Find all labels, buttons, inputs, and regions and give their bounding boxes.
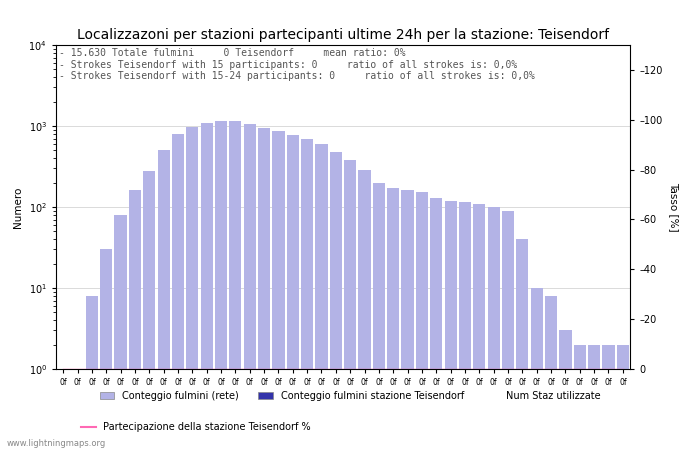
Legend: Partecipazione della stazione Teisendorf %: Partecipazione della stazione Teisendorf… xyxy=(77,418,315,436)
Bar xyxy=(545,296,557,450)
Bar xyxy=(559,330,571,450)
Y-axis label: Tasso [%]: Tasso [%] xyxy=(669,182,679,232)
Bar xyxy=(502,211,514,450)
Bar xyxy=(617,345,629,450)
Bar xyxy=(316,144,328,450)
Bar xyxy=(272,131,284,450)
Bar xyxy=(574,345,586,450)
Bar xyxy=(473,204,485,450)
Bar xyxy=(287,135,299,450)
Bar xyxy=(215,121,227,450)
Bar xyxy=(86,296,98,450)
Bar xyxy=(488,207,500,450)
Bar xyxy=(172,134,184,450)
Bar xyxy=(100,249,112,450)
Bar xyxy=(201,123,213,450)
Bar xyxy=(230,121,242,450)
Bar xyxy=(459,202,471,450)
Bar xyxy=(344,160,356,450)
Bar xyxy=(144,171,155,450)
Bar xyxy=(258,128,270,450)
Bar xyxy=(330,152,342,450)
Bar xyxy=(186,127,198,450)
Bar xyxy=(387,189,399,450)
Y-axis label: Numero: Numero xyxy=(13,186,23,228)
Bar xyxy=(129,190,141,450)
Text: - 15.630 Totale fulmini     0 Teisendorf     mean ratio: 0%
- Strokes Teisendorf: - 15.630 Totale fulmini 0 Teisendorf mea… xyxy=(59,48,535,81)
Bar xyxy=(402,190,414,450)
Bar xyxy=(373,183,385,450)
Bar xyxy=(158,150,169,450)
Bar xyxy=(115,215,127,450)
Text: www.lightningmaps.org: www.lightningmaps.org xyxy=(7,439,106,448)
Bar xyxy=(244,124,256,450)
Bar xyxy=(588,345,600,450)
Bar xyxy=(416,192,428,450)
Bar xyxy=(358,170,370,450)
Bar xyxy=(603,345,615,450)
Bar xyxy=(444,201,456,450)
Bar xyxy=(57,369,69,450)
Bar xyxy=(71,369,83,450)
Legend: Conteggio fulmini (rete), Conteggio fulmini stazione Teisendorf, Num Staz utiliz: Conteggio fulmini (rete), Conteggio fulm… xyxy=(96,387,604,405)
Bar xyxy=(531,288,542,450)
Bar xyxy=(430,198,442,450)
Bar xyxy=(301,139,313,450)
Title: Localizzazoni per stazioni partecipanti ultime 24h per la stazione: Teisendorf: Localizzazoni per stazioni partecipanti … xyxy=(77,28,609,42)
Bar xyxy=(517,239,528,450)
